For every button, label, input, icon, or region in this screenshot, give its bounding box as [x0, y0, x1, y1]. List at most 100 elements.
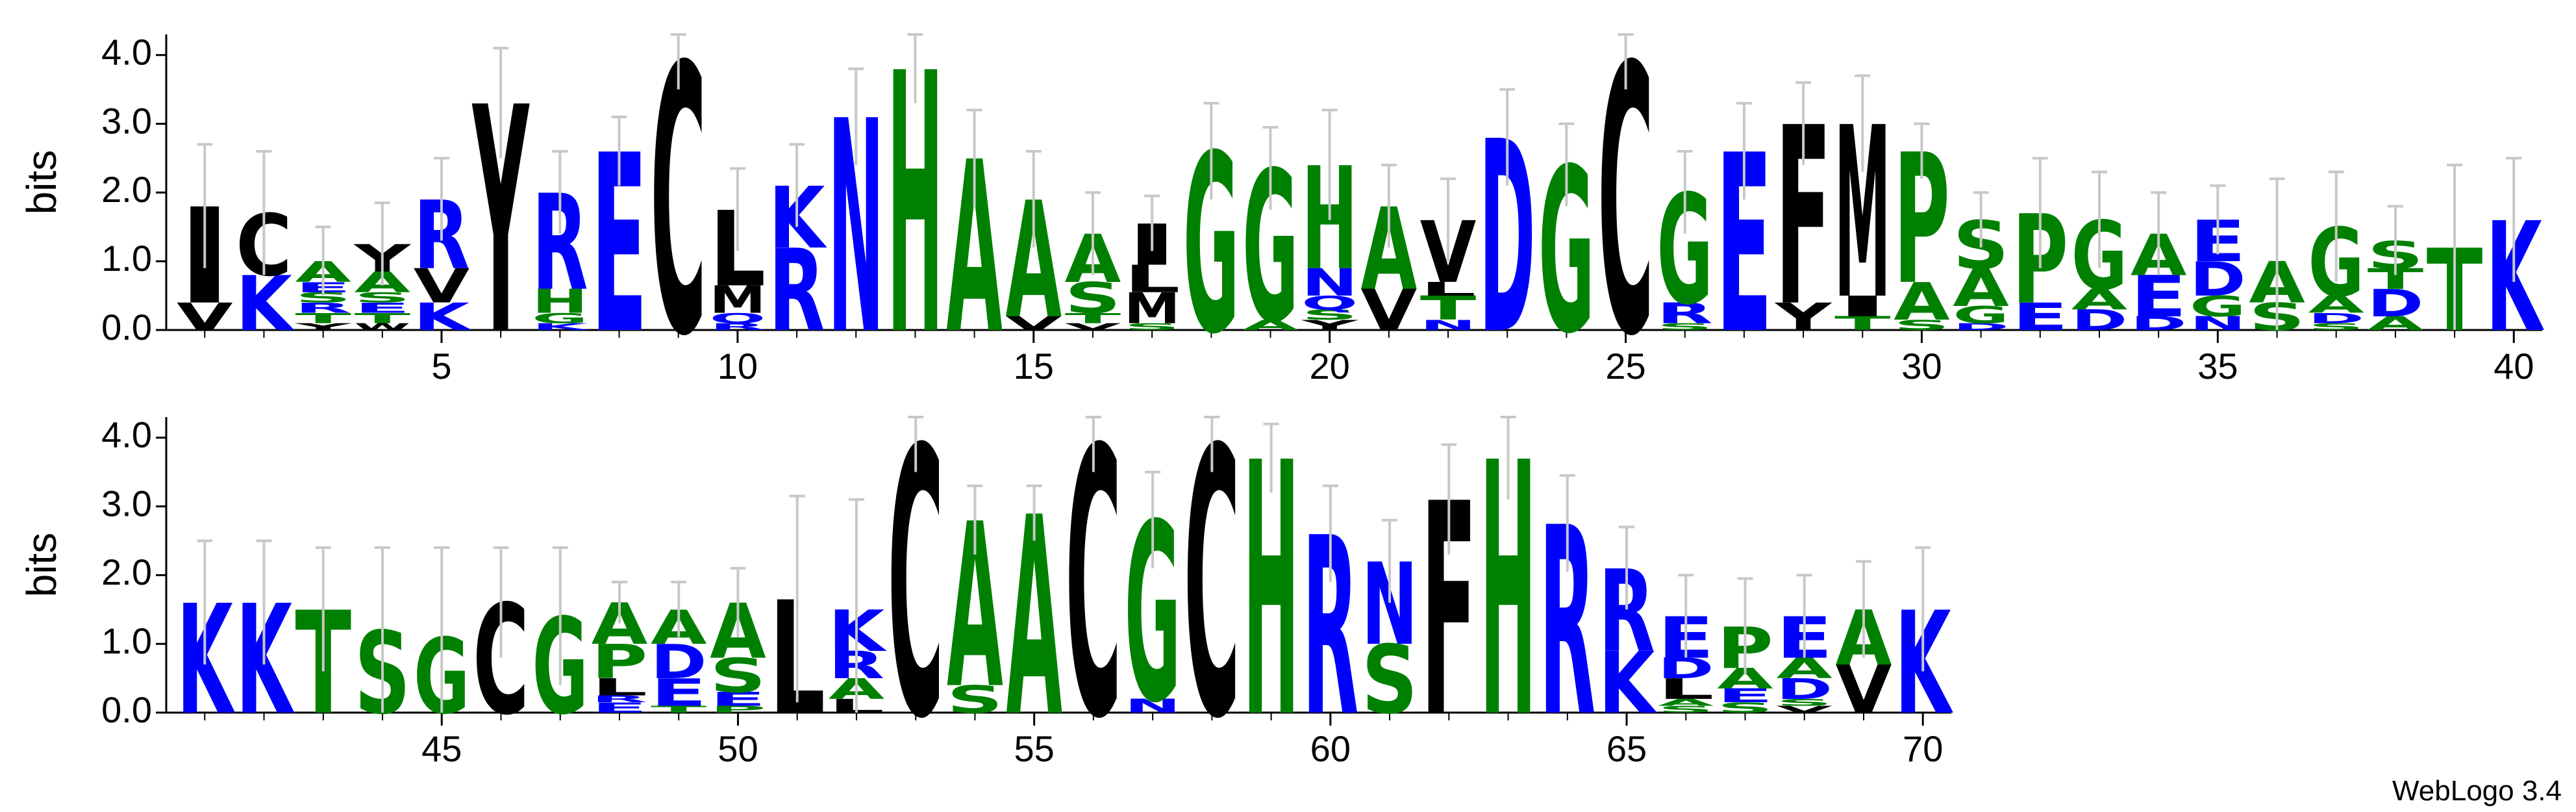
error-bar — [2269, 177, 2285, 330]
letter: R — [1657, 297, 1713, 330]
x-tick-label: 40 — [2494, 346, 2534, 387]
letter: S — [354, 290, 410, 306]
letter-stack-item: E — [710, 689, 766, 710]
letter-stack-item: V — [414, 259, 470, 314]
error-bar — [256, 539, 272, 665]
error-bar — [848, 498, 864, 713]
letter: K — [532, 322, 591, 333]
error-bar — [2387, 205, 2403, 275]
error-bar — [1499, 88, 1516, 186]
letter-stack-item: R — [295, 300, 351, 316]
letter-stack-item: L — [1420, 279, 1477, 300]
letter: A — [1776, 652, 1832, 685]
letter-stack-item: T — [295, 311, 351, 327]
letter: L — [1124, 258, 1181, 301]
letter-stack-item: Y — [1774, 296, 1832, 339]
error-bar — [671, 580, 687, 637]
letter: E — [651, 671, 707, 715]
error-bar — [1500, 416, 1516, 500]
error-bar — [1145, 470, 1161, 568]
error-bar — [315, 225, 331, 296]
letter: N — [1125, 696, 1181, 717]
letter-stack-item: R — [769, 225, 825, 357]
y-tick-label: 3.0 — [101, 483, 152, 524]
letter: N — [1420, 317, 1477, 333]
error-bar — [967, 484, 983, 555]
error-bar — [729, 167, 745, 251]
y-tick-label: 0.0 — [101, 307, 152, 348]
letter-stack-item: A — [2071, 283, 2128, 316]
letter-stack-item: S — [1717, 700, 1773, 716]
letter-stack-item: L — [1658, 673, 1714, 706]
letter: K — [829, 599, 888, 665]
letter-stack-item: Y — [1301, 317, 1360, 333]
letter-stack-item: E — [651, 671, 707, 715]
letter-stack-item: S — [2308, 322, 2364, 333]
letter: L — [1658, 673, 1714, 706]
error-bar — [1085, 416, 1101, 472]
letter: W — [354, 322, 410, 333]
letter: T — [1834, 313, 1891, 335]
letter: Y — [1774, 296, 1832, 339]
error-bar — [1795, 81, 1812, 166]
error-bar — [1263, 422, 1279, 493]
letter-stack-item: S — [1894, 317, 1950, 333]
error-bar — [552, 546, 568, 685]
error-bar — [907, 33, 923, 103]
letter-stack-item: Y — [294, 322, 353, 333]
x-tick-label: 20 — [1310, 346, 1350, 387]
error-bar — [730, 566, 746, 637]
letter: S — [2308, 322, 2364, 333]
letter: D — [2071, 304, 2128, 337]
letter: T — [295, 311, 351, 327]
x-tick-label: 65 — [1607, 728, 1647, 769]
error-bar — [2328, 170, 2344, 282]
letter: A — [2308, 291, 2364, 318]
letter: V — [1361, 278, 1418, 344]
letter-stack-item: I — [1834, 290, 1891, 324]
letter-stack-item: N — [2190, 313, 2246, 335]
error-bar — [2151, 191, 2167, 275]
letter-stack-item: E — [354, 300, 410, 316]
letter: T — [1420, 289, 1477, 328]
letter: D — [2131, 313, 2187, 335]
letter-stack-item: D — [1776, 673, 1832, 706]
letter-stack-item: A — [2308, 291, 2364, 318]
letter: V — [1005, 313, 1062, 335]
letter: D — [2190, 252, 2246, 307]
letter-stack-item: K — [532, 322, 591, 333]
letter-stack-item: D — [2308, 311, 2364, 327]
error-bar — [197, 539, 213, 665]
error-bar — [1914, 122, 1930, 179]
x-tick-label: 70 — [1903, 728, 1943, 769]
letter: Y — [1301, 317, 1360, 333]
error-bar — [1677, 149, 1693, 234]
error-bar — [1321, 108, 1338, 220]
error-bar — [611, 580, 627, 624]
letter-stack-item: V — [1836, 652, 1892, 728]
letter: R — [295, 300, 351, 316]
letter: S — [1894, 317, 1950, 333]
letter-stack-item: T — [1420, 289, 1477, 328]
error-bar — [966, 108, 982, 207]
error-bar — [2032, 157, 2048, 268]
letter: A — [2368, 313, 2424, 335]
letter: T — [354, 311, 410, 327]
letter-stack-item: V — [1361, 278, 1418, 344]
letter: G — [1953, 301, 2009, 329]
error-bar — [1025, 149, 1042, 248]
letter-stack-item: A — [1953, 259, 2009, 319]
letter-stack-item: T — [1834, 313, 1891, 335]
letter-stack-item: P — [710, 704, 766, 715]
letter-stack-item: R — [710, 322, 766, 333]
letter: K — [236, 260, 295, 348]
letter-stack-item: H — [532, 282, 588, 321]
letter: A — [1658, 697, 1714, 708]
letter-stack-item: M — [1124, 284, 1181, 333]
letter-stack-item: N — [1420, 317, 1477, 333]
error-bar — [611, 115, 627, 186]
letter: E — [1717, 685, 1773, 707]
letter-stack-item: A — [1242, 317, 1299, 333]
letter-stack-item: M — [710, 278, 766, 322]
